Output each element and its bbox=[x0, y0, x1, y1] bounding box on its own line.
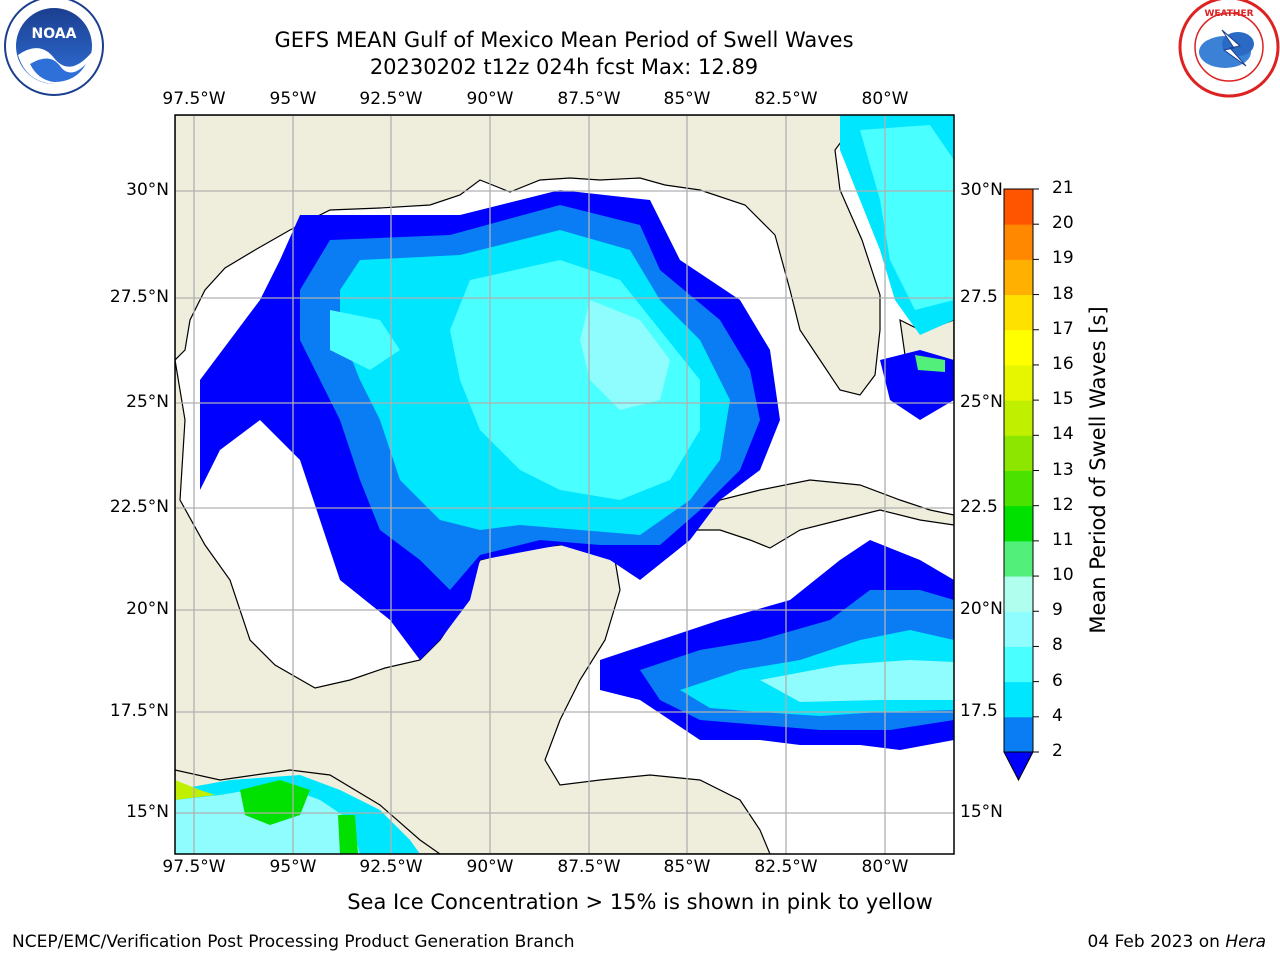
colorbar-segment bbox=[1004, 470, 1033, 507]
colorbar-tick-label: 4 bbox=[1052, 705, 1063, 726]
map-area bbox=[175, 115, 954, 854]
colorbar-tick-label: 20 bbox=[1052, 213, 1074, 234]
lat-label-left: 27.5°N bbox=[109, 287, 169, 307]
lat-label-left: 25°N bbox=[126, 392, 169, 412]
colorbar-segment bbox=[1004, 400, 1033, 436]
lat-label-left: 17.5°N bbox=[109, 701, 169, 721]
lon-label-bottom: 97.5°W bbox=[162, 857, 226, 877]
footer-host: Hera bbox=[1225, 932, 1266, 952]
lat-label-left: 20°N bbox=[126, 599, 169, 619]
colorbar-tick-label: 15 bbox=[1052, 389, 1074, 410]
lon-label-top: 90°W bbox=[466, 89, 514, 109]
colorbar-segment bbox=[1004, 646, 1033, 683]
lon-label-bottom: 80°W bbox=[861, 857, 909, 877]
chart-subtitle: 20230202 t12z 024h fcst Max: 12.89 bbox=[369, 55, 759, 79]
lat-label-right: 22.5 bbox=[960, 497, 998, 517]
colorbar-segment bbox=[1004, 294, 1033, 331]
colorbar-segment bbox=[1004, 611, 1033, 647]
lon-label-bottom: 92.5°W bbox=[359, 857, 423, 877]
colorbar-tick-label: 14 bbox=[1052, 424, 1074, 445]
colorbar-tick-label: 19 bbox=[1052, 248, 1074, 269]
swell-field bbox=[175, 115, 954, 854]
colorbar-tick-label: 12 bbox=[1052, 494, 1074, 515]
colorbar-segment bbox=[1004, 540, 1033, 577]
colorbar-segment bbox=[1004, 435, 1033, 471]
lat-label-right: 17.5 bbox=[960, 701, 998, 721]
colorbar-tick-label: 9 bbox=[1052, 600, 1063, 621]
colorbar-tick-label: 10 bbox=[1052, 565, 1074, 586]
svg-text:WEATHER: WEATHER bbox=[1204, 9, 1253, 19]
gridlines bbox=[175, 115, 954, 854]
lon-label-top: 92.5°W bbox=[359, 89, 423, 109]
lon-label-bottom: 87.5°W bbox=[557, 857, 621, 877]
colorbar-segment bbox=[1004, 505, 1033, 542]
lon-label-top: 87.5°W bbox=[557, 89, 621, 109]
colorbar-segment bbox=[1004, 224, 1033, 260]
footer-date-text: 04 Feb 2023 on bbox=[1087, 932, 1220, 952]
noaa-logo: NOAA bbox=[4, 0, 104, 96]
nws-logo: WEATHER bbox=[1178, 0, 1280, 98]
lat-label-left: 15°N bbox=[126, 802, 169, 822]
colorbar-tick-label: 8 bbox=[1052, 635, 1063, 656]
colorbar-segment bbox=[1004, 681, 1033, 718]
svg-text:NOAA: NOAA bbox=[32, 26, 77, 42]
lon-label-top: 97.5°W bbox=[162, 89, 226, 109]
lat-label-left: 30°N bbox=[126, 180, 169, 200]
colorbar-segment bbox=[1004, 364, 1033, 401]
lat-label-left: 22.5°N bbox=[109, 497, 169, 517]
lon-label-bottom: 90°W bbox=[466, 857, 514, 877]
colorbar-under-arrow bbox=[1003, 751, 1034, 782]
footer-date: 04 Feb 2023 on Hera bbox=[1088, 932, 1266, 952]
lon-label-top: 95°W bbox=[269, 89, 317, 109]
colorbar-segment bbox=[1004, 716, 1033, 753]
lon-label-top: 82.5°W bbox=[754, 89, 818, 109]
colorbar-segment bbox=[1004, 189, 1033, 225]
lon-label-bottom: 85°W bbox=[663, 857, 711, 877]
colorbar-segment bbox=[1004, 329, 1033, 366]
sea-ice-note: Sea Ice Concentration > 15% is shown in … bbox=[347, 890, 933, 914]
colorbar-tick-label: 2 bbox=[1052, 741, 1063, 761]
lat-label-right: 30°N bbox=[960, 180, 1003, 200]
colorbar-tick-label: 18 bbox=[1052, 283, 1074, 304]
colorbar-title: Mean Period of Swell Waves [s] bbox=[1086, 306, 1110, 634]
lat-label-right: 27.5 bbox=[960, 287, 998, 307]
colorbar bbox=[1003, 188, 1039, 782]
lon-label-top: 85°W bbox=[663, 89, 711, 109]
lon-label-top: 80°W bbox=[861, 89, 909, 109]
colorbar-tick-label: 6 bbox=[1052, 670, 1063, 691]
lon-label-bottom: 95°W bbox=[269, 857, 317, 877]
footer-credit: NCEP/EMC/Verification Post Processing Pr… bbox=[12, 932, 575, 952]
lat-label-right: 15°N bbox=[960, 802, 1003, 822]
colorbar-tick-label: 16 bbox=[1052, 353, 1074, 374]
chart-title: GEFS MEAN Gulf of Mexico Mean Period of … bbox=[274, 28, 854, 52]
lat-label-right: 25°N bbox=[960, 392, 1003, 412]
colorbar-tick-label: 13 bbox=[1052, 459, 1074, 480]
colorbar-tick-label: 17 bbox=[1052, 318, 1074, 339]
map-frame bbox=[174, 114, 955, 855]
colorbar-tick-label: 11 bbox=[1052, 529, 1074, 550]
colorbar-segment bbox=[1004, 576, 1033, 612]
colorbar-tick-label: 21 bbox=[1052, 178, 1074, 198]
lon-label-bottom: 82.5°W bbox=[754, 857, 818, 877]
lat-label-right: 20°N bbox=[960, 599, 1003, 619]
colorbar-segment bbox=[1004, 259, 1033, 296]
